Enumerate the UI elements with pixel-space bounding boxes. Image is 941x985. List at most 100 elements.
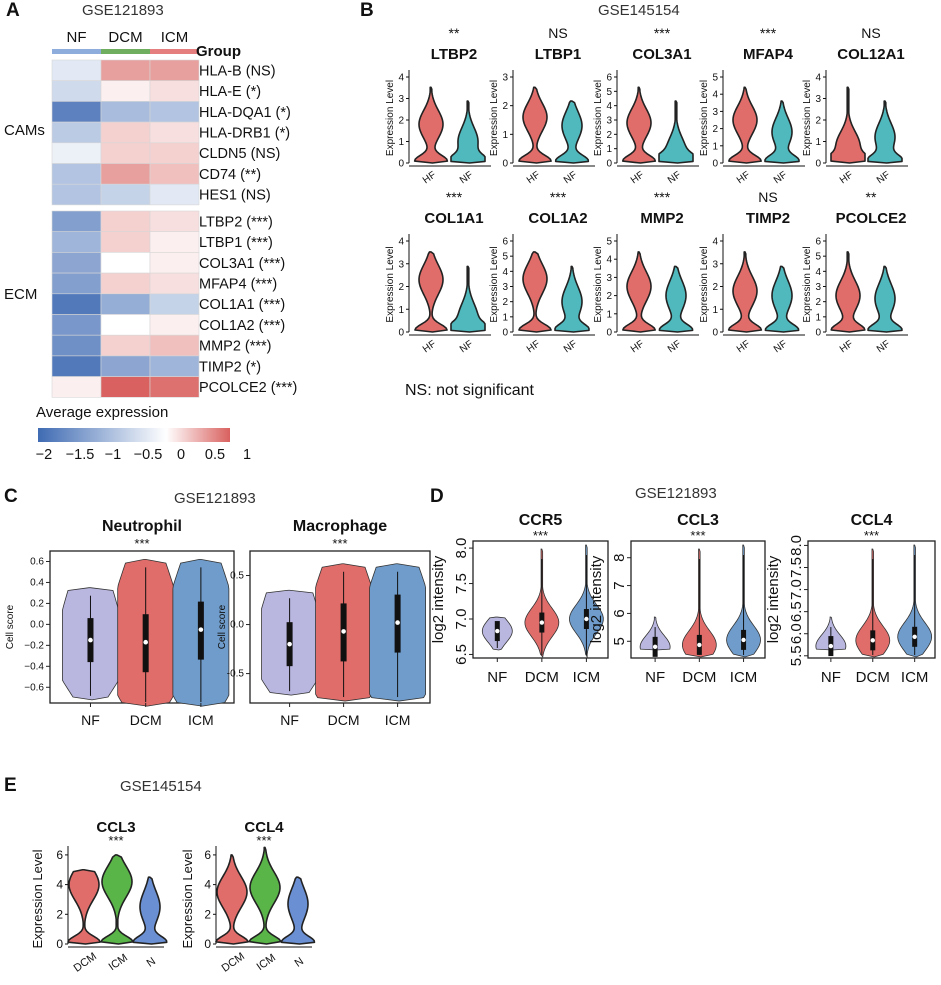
y-tick-label: 4: [398, 237, 404, 248]
median-point: [697, 642, 702, 648]
heatmap-cell: [149, 210, 200, 233]
y-tick-label: 3: [815, 282, 821, 293]
median-point: [495, 628, 500, 634]
legend-tick-label: 0: [177, 447, 185, 463]
y-axis-label: Expression Level: [802, 80, 813, 156]
violin-shape: [450, 100, 486, 164]
gene-title: COL3A1: [632, 46, 691, 63]
y-tick-label: 7.0: [788, 579, 805, 600]
y-tick-label: 2: [712, 124, 718, 135]
y-tick-label: 0: [502, 159, 508, 170]
heatmap-cell: [100, 80, 151, 102]
x-tick-label: HF: [735, 170, 752, 187]
heatmap-row-label: LTBP1 (***): [199, 235, 273, 251]
violin-shape: [100, 854, 134, 945]
heatmap-cell: [51, 272, 102, 295]
y-tick-label: 2: [398, 116, 404, 127]
heatmap-a: NF DCM ICM Group CAMs HLA-B (NS) HLA-E (*) HLA-…: [4, 29, 297, 463]
gene-title: COL12A1: [837, 46, 905, 63]
x-tick-label: HF: [735, 339, 752, 356]
x-tick-label: DCM: [682, 669, 716, 686]
violin-shape: [414, 251, 448, 333]
y-tick-label: 2: [56, 907, 63, 921]
y-tick-label: 4: [606, 255, 612, 266]
heatmap-cell: [100, 314, 151, 336]
y-tick-label: 0: [815, 159, 821, 170]
y-tick-label: 6.5: [453, 644, 470, 665]
violin-shape: [518, 251, 552, 333]
significance-label: ***: [690, 528, 705, 543]
legend-tick-label: −0.5: [134, 447, 163, 463]
x-tick-label: HF: [629, 339, 646, 356]
x-tick-label: DCM: [130, 712, 162, 728]
x-tick-label: NF: [81, 712, 100, 728]
heatmap-cell: [51, 59, 102, 82]
x-tick-label: NF: [562, 170, 579, 187]
heatmap-cell: [100, 355, 151, 377]
x-tick-label: HF: [629, 170, 646, 187]
y-tick-label: 2: [815, 116, 821, 127]
heatmap-row-label: LTBP2 (***): [199, 214, 273, 230]
y-tick-label: −0.6: [24, 682, 44, 693]
x-tick-label: ICM: [573, 669, 601, 686]
significance-label: ***: [533, 528, 548, 543]
x-tick-label: ICM: [385, 712, 411, 728]
legend-tick-label: 1: [243, 447, 251, 463]
y-axis-label: Expression Level: [802, 246, 813, 322]
violin-shape: [830, 251, 866, 333]
x-tick-label: DCM: [328, 712, 360, 728]
heatmap-cell: [100, 376, 151, 398]
heatmap-cell: [51, 163, 102, 185]
y-tick-label: 2: [712, 282, 718, 293]
heatmap-cell: [100, 252, 151, 274]
y-axis-label: log2 intensity: [588, 555, 605, 643]
median-point: [198, 627, 204, 632]
x-tick-label: NF: [562, 339, 579, 356]
violin-shape: [450, 265, 486, 333]
plot-frame: [630, 540, 766, 659]
plot-frame: [249, 550, 431, 704]
heatmap-row-label: CD74 (**): [199, 167, 261, 183]
y-tick-label: 5: [712, 73, 718, 84]
legend-tick-label: −1.5: [66, 447, 95, 463]
heatmap-row-label: HES1 (NS): [199, 188, 271, 204]
y-tick-label: 4: [815, 73, 821, 84]
violin-shape: [727, 251, 763, 333]
series-title: CCL3: [96, 819, 135, 836]
y-tick-label: 1: [502, 130, 508, 141]
y-axis-label: Cell score: [217, 604, 228, 649]
x-tick-label: DCM: [856, 669, 890, 686]
y-tick-label: 0: [502, 328, 508, 339]
panel-d-dataset: GSE121893: [635, 485, 717, 502]
y-tick-label: 6: [611, 609, 628, 617]
gene-title: COL1A2: [528, 210, 587, 227]
y-tick-label: 3: [712, 259, 718, 270]
heatmap-cell: [149, 80, 200, 102]
legend-tick-label: 0.5: [205, 447, 225, 463]
y-axis-label: Expression Level: [30, 849, 45, 948]
y-tick-label: 1: [606, 309, 612, 320]
panel-c-letter: C: [4, 486, 18, 507]
panel-d-letter: D: [430, 486, 444, 507]
panel-b-letter: B: [360, 0, 374, 21]
y-tick-label: 0: [606, 159, 612, 170]
y-tick-label: 3: [398, 259, 404, 270]
y-tick-label: 1: [398, 137, 404, 148]
heatmap-cell: [51, 314, 102, 336]
y-tick-label: 0: [56, 937, 63, 951]
x-tick-label: N: [145, 955, 158, 969]
heatmap-cell: [100, 210, 151, 233]
significance-label: ***: [256, 833, 271, 848]
y-axis-label: Cell score: [5, 604, 16, 649]
group-label: Group: [196, 43, 241, 60]
heatmap-row-label: HLA-DQA1 (*): [199, 105, 291, 121]
violin-shape: [554, 265, 590, 333]
median-point: [88, 637, 93, 643]
y-axis-label: log2 intensity: [430, 555, 447, 643]
y-tick-label: 8.0: [453, 538, 470, 559]
heatmap-cell: [51, 231, 102, 253]
heatmap-cell: [51, 80, 102, 102]
heatmap-cell: [149, 314, 200, 336]
heatmap-cell: [100, 121, 151, 144]
y-tick-label: 4: [56, 878, 63, 892]
